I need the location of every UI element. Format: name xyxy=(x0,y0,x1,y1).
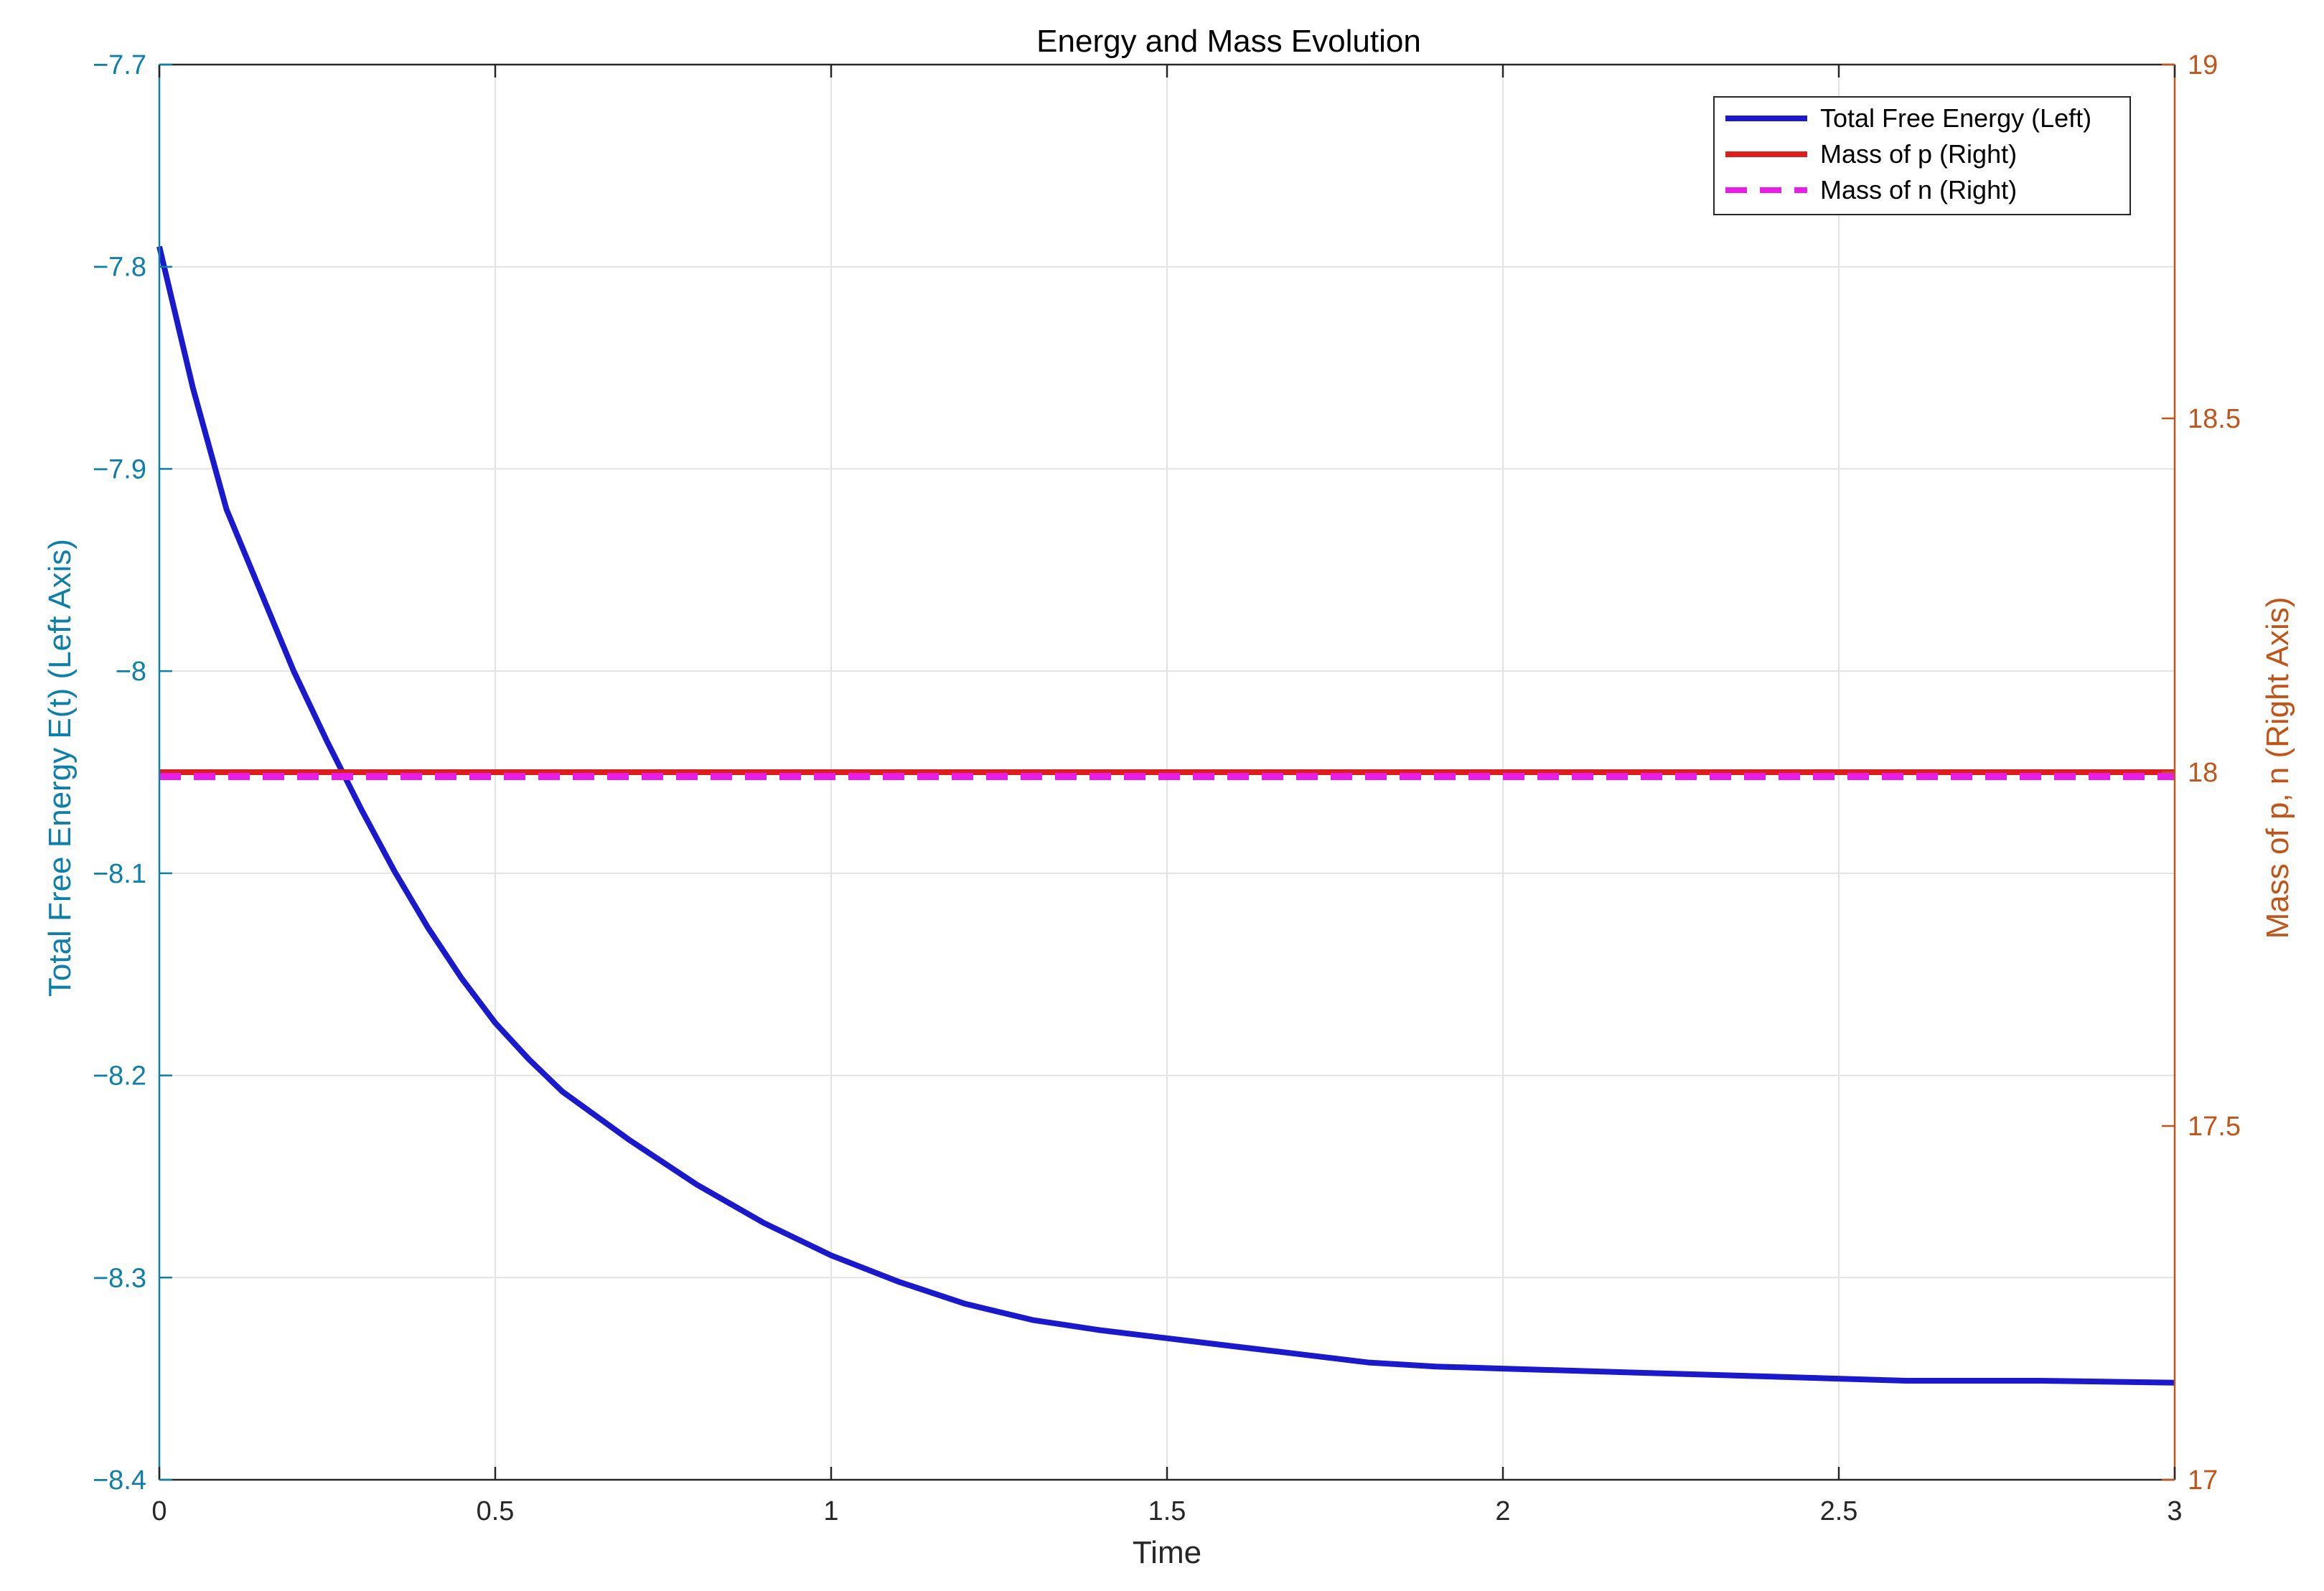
y-right-tick-label: 18.5 xyxy=(2188,404,2241,434)
plot-area xyxy=(156,245,2175,1386)
x-tick-label: 0.5 xyxy=(477,1496,515,1526)
x-tick-label: 2 xyxy=(1495,1496,1510,1526)
x-tick-label: 3 xyxy=(2167,1496,2182,1526)
y-left-tick-label: −7.7 xyxy=(93,50,146,80)
y-right-tick-label: 17.5 xyxy=(2188,1112,2241,1142)
y-left-tick-label: −8.2 xyxy=(93,1061,146,1092)
axes: 0 0.5 1 1.5 2 2.5 3 −8.4 −8.3 −8.2 −8.1 −8 −7.9 −7.8 −… xyxy=(93,50,2241,1526)
x-tick-label: 1.5 xyxy=(1148,1496,1186,1526)
y-left-tick-label: −7.8 xyxy=(93,253,146,283)
y-left-tick-label: −8.4 xyxy=(93,1465,146,1496)
chart-title: Energy and Mass Evolution xyxy=(1036,24,1421,59)
y-right-axis-title: Mass of p, n (Right Axis) xyxy=(2260,597,2295,939)
legend: Total Free Energy (Left) Mass of p (Right… xyxy=(1713,96,2131,215)
x-axis-title: Time xyxy=(1133,1535,1201,1570)
legend-label-2: Mass of n (Right) xyxy=(1820,175,2017,205)
y-left-tick-label: −8.3 xyxy=(93,1263,146,1293)
y-right-tick-label: 18 xyxy=(2188,758,2218,788)
y-left-tick-label: −8.1 xyxy=(93,859,146,889)
y-left-tick-label: −7.9 xyxy=(93,454,146,484)
legend-label-0: Total Free Energy (Left) xyxy=(1820,103,2091,133)
series-line-0 xyxy=(156,245,2175,1386)
x-tick-label: 2.5 xyxy=(1820,1496,1858,1526)
x-tick-label: 0 xyxy=(151,1496,167,1526)
y-left-axis-title: Total Free Energy E(t) (Left Axis) xyxy=(42,539,78,997)
y-right-tick-label: 17 xyxy=(2188,1465,2218,1496)
x-tick-label: 1 xyxy=(823,1496,838,1526)
y-right-tick-label: 19 xyxy=(2188,50,2218,80)
legend-label-1: Mass of p (Right) xyxy=(1820,139,2017,169)
y-left-tick-label: −8 xyxy=(116,657,146,687)
